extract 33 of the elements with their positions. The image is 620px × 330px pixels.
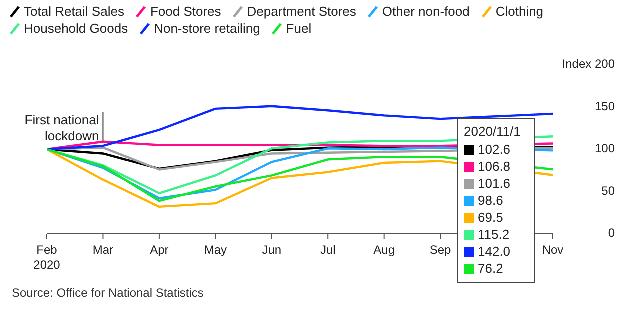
x-tick-label: Apr: [150, 243, 169, 257]
annotation: 98.6: [477, 192, 504, 209]
legend-label: Household Goods: [23, 21, 128, 36]
text: 142.0: [477, 243, 512, 260]
x-tick-label: Mar: [92, 243, 114, 257]
text: 76.2: [477, 260, 504, 277]
x-tick-label: Feb 2020: [34, 243, 61, 272]
x-tick-label: Nov: [542, 243, 564, 257]
x-tick-label: Jul: [320, 243, 336, 257]
annotation: 2020/11/1: [464, 124, 522, 139]
ref-line-label: First national lockdown: [24, 112, 100, 144]
legend-label: Food Stores: [149, 4, 222, 19]
y-tick-label: 100: [594, 142, 616, 156]
source-note: Source: Office for National Statistics: [12, 286, 204, 300]
x-tick-label: Sep: [430, 243, 452, 257]
y-tick-label: 50: [602, 184, 616, 198]
x-tick-label: Aug: [374, 243, 396, 257]
legend-label: Department Stores: [246, 4, 356, 19]
y-tick-label: 150: [594, 99, 616, 114]
x-tick-label: May: [204, 243, 228, 257]
annotation: 69.5: [477, 209, 504, 226]
y-tick-label: Index 200: [562, 57, 616, 72]
legend-label: Fuel: [285, 21, 312, 36]
annotation: 101.6: [477, 175, 512, 192]
x-tick-label: Jun: [262, 243, 282, 257]
y-tick-label: 0: [608, 226, 616, 240]
legend-label: Total Retail Sales: [23, 4, 124, 19]
annotation: 106.8: [477, 158, 512, 175]
legend-label: Other non-food: [381, 4, 470, 19]
legend-label: Clothing: [494, 4, 544, 19]
legend-label: Non-store retailing: [153, 21, 260, 36]
annotation: 115.2: [477, 226, 511, 243]
annotation: 102.6: [477, 141, 512, 158]
